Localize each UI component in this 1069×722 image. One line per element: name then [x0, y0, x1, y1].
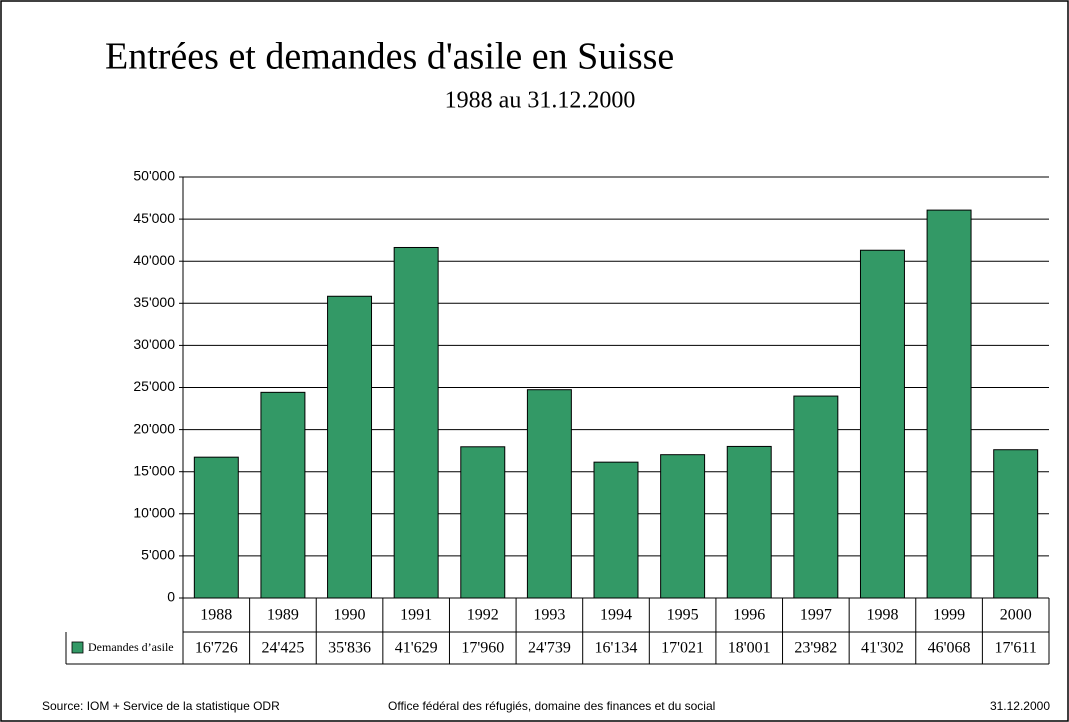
x-tick-label: 1998 [866, 607, 898, 624]
y-tick-label: 5'000 [141, 547, 175, 563]
value-label: 16'726 [195, 640, 238, 657]
x-tick-label: 1993 [533, 607, 565, 624]
value-label: 46'068 [928, 640, 971, 657]
y-tick-label: 20'000 [133, 420, 175, 436]
bar [193, 456, 239, 599]
bar [260, 391, 306, 599]
chart-subtitle: 1988 au 31.12.2000 [445, 88, 636, 114]
value-label: 17'960 [461, 640, 504, 657]
footer-office: Office fédéral des réfugiés, domaine des… [388, 699, 715, 713]
x-tick-label: 1990 [334, 607, 366, 624]
y-tick-label: 10'000 [133, 505, 175, 521]
x-tick-label: 1995 [667, 607, 699, 624]
y-tick-label: 35'000 [133, 294, 175, 310]
bar [993, 449, 1039, 599]
y-tick-label: 15'000 [133, 462, 175, 478]
y-tick-label: 50'000 [133, 168, 175, 184]
bar [793, 395, 839, 599]
value-label: 24'425 [261, 640, 304, 657]
y-tick-label: 0 [167, 589, 175, 605]
bar [726, 445, 772, 599]
x-tick-label: 1989 [267, 607, 299, 624]
legend-swatch [71, 641, 84, 654]
y-tick-label: 45'000 [133, 210, 175, 226]
footer-date: 31.12.2000 [990, 699, 1050, 713]
x-tick-label: 1988 [200, 607, 232, 624]
chart-title: Entrées et demandes d'asile en Suisse [105, 36, 674, 78]
value-label: 17'021 [661, 640, 704, 657]
bar [327, 295, 373, 599]
y-tick-label: 40'000 [133, 252, 175, 268]
value-label: 35'836 [328, 640, 371, 657]
bar [660, 454, 706, 599]
x-tick-label: 1991 [400, 607, 432, 624]
x-tick-label: 1992 [467, 607, 499, 624]
bar [859, 249, 905, 599]
x-tick-label: 1999 [933, 607, 965, 624]
x-tick-label: 1996 [733, 607, 765, 624]
x-tick-label: 1997 [800, 607, 832, 624]
legend-label: Demandes d’asile [88, 640, 174, 654]
bar [526, 389, 572, 599]
footer-source: Source: IOM + Service de la statistique … [42, 699, 280, 713]
value-label: 16'134 [595, 640, 638, 657]
value-label: 41'629 [395, 640, 438, 657]
x-tick-label: 1994 [600, 607, 632, 624]
value-label: 18'001 [728, 640, 771, 657]
y-tick-label: 25'000 [133, 378, 175, 394]
value-label: 17'611 [995, 640, 1037, 657]
value-label: 41'302 [861, 640, 904, 657]
y-tick-label: 30'000 [133, 336, 175, 352]
value-label: 23'982 [794, 640, 837, 657]
bar [393, 246, 439, 599]
bar [460, 446, 506, 599]
bar [926, 209, 972, 599]
bar [593, 461, 639, 599]
value-label: 24'739 [528, 640, 571, 657]
x-tick-label: 2000 [1000, 607, 1032, 624]
